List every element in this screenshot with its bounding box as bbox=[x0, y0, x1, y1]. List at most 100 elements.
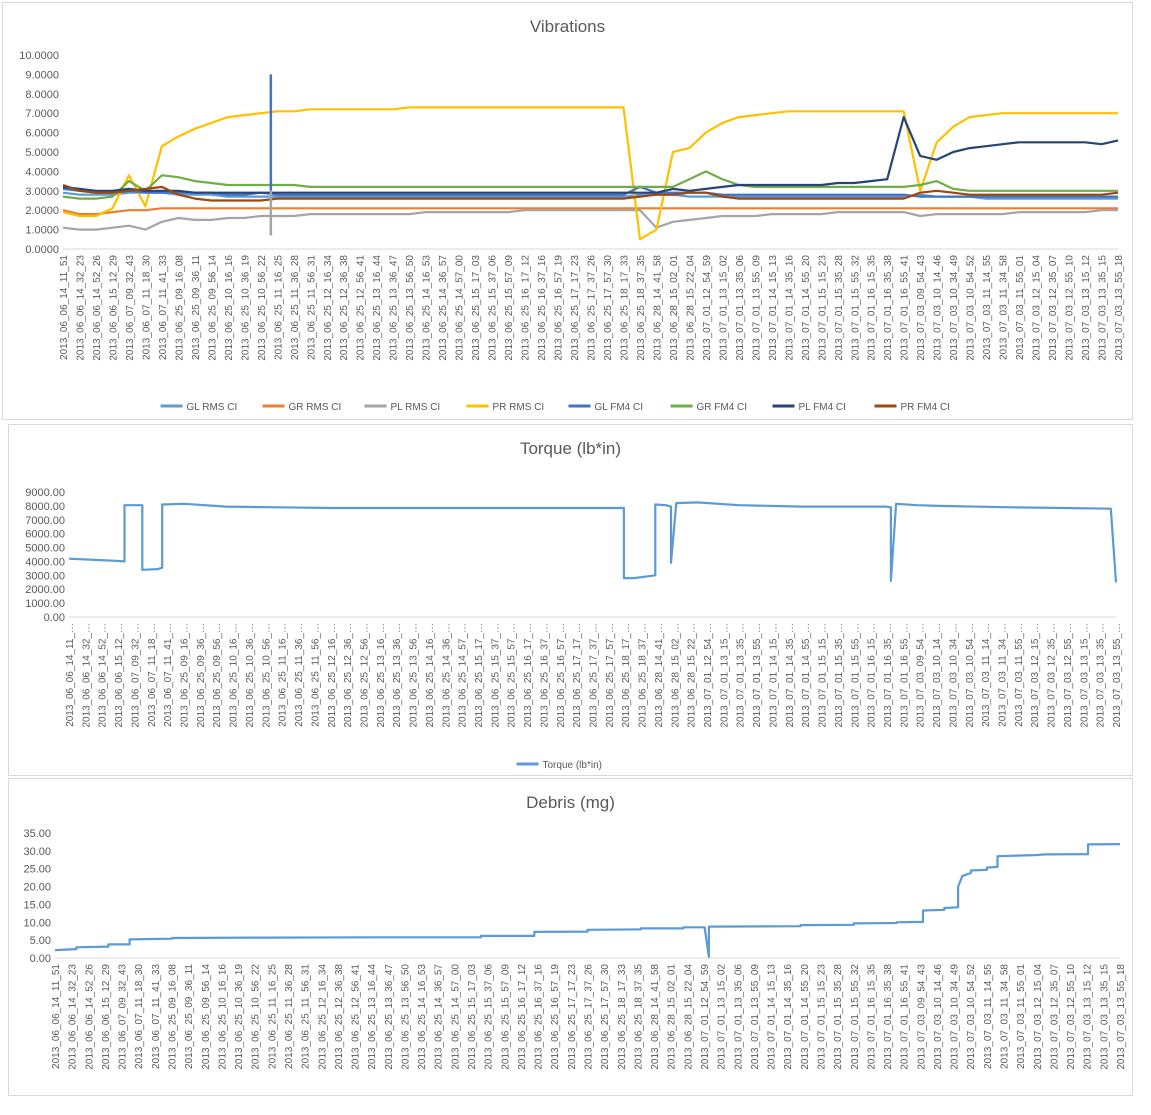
debris-y-tick-label: 0.00 bbox=[30, 953, 51, 965]
vibrations-x-tick-label: 2013_06_25_09_56_14 bbox=[207, 255, 218, 361]
torque-y-tick-label: 2000.00 bbox=[25, 584, 65, 596]
vibrations-x-tick-label: 2013_06_25_10_56_22 bbox=[257, 255, 268, 361]
vibrations-x-tick-label: 2013_07_01_14_55_20 bbox=[801, 255, 812, 361]
vibrations-x-tick-label: 2013_06_25_15_17_03 bbox=[471, 255, 482, 361]
vibrations-x-tick-label: 2013_07_03_12_35_07 bbox=[1048, 255, 1059, 361]
vibrations-legend-label-pr-fm4-ci: PR FM4 CI bbox=[901, 402, 950, 413]
vibrations-legend-label-gr-fm4-ci: GR FM4 CI bbox=[697, 402, 748, 413]
debris-x-tick-label: 2013_07_01_15_55_32 bbox=[850, 964, 861, 1070]
debris-x-tick-label: 2013_07_01_13_15_02 bbox=[717, 964, 728, 1070]
torque-x-tick-label: 2013_06_25_09_36_… bbox=[196, 623, 207, 728]
torque-x-tick-label: 2013_07_03_12_15_… bbox=[1030, 623, 1041, 728]
vibrations-x-tick-label: 2013_06_25_11_16_25 bbox=[273, 255, 284, 360]
vibrations-legend-label-gl-rms-ci: GL RMS CI bbox=[187, 402, 238, 413]
debris-x-tick-label: 2013_06_25_16_57_19 bbox=[550, 964, 561, 1070]
torque-y-tick-label: 1000.00 bbox=[25, 598, 65, 610]
torque-x-tick-label: 2013_06_25_17_57_… bbox=[605, 623, 616, 728]
debris-x-tick-label: 2013_06_25_17_17_23 bbox=[567, 964, 578, 1070]
vibrations-x-tick-label: 2013_06_25_12_36_38 bbox=[339, 255, 350, 361]
vibrations-x-tick-label: 2013_06_25_11_56_31 bbox=[306, 255, 317, 360]
vibrations-x-tick-label: 2013_07_03_13_15_12 bbox=[1081, 255, 1092, 361]
debris-x-tick-label: 2013_07_01_16_15_35 bbox=[866, 964, 877, 1070]
torque-x-tick-label: 2013_06_25_17_37_… bbox=[589, 623, 600, 728]
vibrations-x-tick-label: 2013_07_01_15_15_23 bbox=[817, 255, 828, 361]
torque-series-line-torque-lb-in bbox=[68, 501, 1118, 583]
vibrations-series-line-pr-fm4-ci bbox=[62, 183, 1119, 202]
vibrations-x-tick-label: 2013_06_25_09_36_11 bbox=[191, 255, 202, 360]
vibrations-x-tick-label: 2013_06_25_13_16_44 bbox=[372, 255, 383, 361]
vibrations-x-tick-label: 2013_06_25_17_57_30 bbox=[603, 255, 614, 361]
debris-x-tick-label: 2013_06_25_18_17_33 bbox=[617, 964, 628, 1070]
debris-x-tick-label: 2013_07_03_12_55_10 bbox=[1066, 964, 1077, 1070]
vibrations-series-line-pr-rms-ci bbox=[62, 106, 1118, 241]
debris-x-tick-label: 2013_07_03_13_15_12 bbox=[1083, 964, 1094, 1070]
torque-x-tick-label: 2013_06_06_15_12_… bbox=[114, 623, 125, 728]
torque-x-tick-label: 2013_07_01_14_55_… bbox=[801, 623, 812, 728]
vibrations-y-tick-label: 9.0000 bbox=[25, 69, 59, 81]
vibrations-legend-label-pr-rms-ci: PR RMS CI bbox=[493, 402, 545, 413]
torque-x-tick-label: 2013_06_25_09_16_… bbox=[180, 623, 191, 728]
debris-x-tick-label: 2013_06_25_18_37_35 bbox=[633, 964, 644, 1070]
vibrations-x-tick-label: 2013_06_06_14_11_51 bbox=[59, 255, 70, 360]
debris-series-line-debris-mg bbox=[54, 843, 1121, 958]
debris-x-tick-label: 2013_06_25_12_36_38 bbox=[334, 964, 345, 1070]
vibrations-x-tick-label: 2013_07_01_16_35_38 bbox=[883, 255, 894, 361]
torque-x-tick-label: 2013_07_01_13_15_… bbox=[719, 623, 730, 728]
torque-x-tick-label: 2013_06_25_16_17_… bbox=[523, 623, 534, 728]
torque-x-tick-label: 2013_06_25_14_36_… bbox=[441, 623, 452, 728]
debris-x-tick-label: 2013_07_01_15_35_28 bbox=[833, 964, 844, 1070]
vibrations-x-tick-label: 2013_06_25_14_36_57 bbox=[438, 255, 449, 361]
torque-x-tick-label: 2013_06_25_10_56_… bbox=[261, 623, 272, 728]
torque-x-tick-label: 2013_06_25_16_57_… bbox=[556, 623, 567, 728]
debris-x-tick-label: 2013_06_25_09_36_11 bbox=[184, 964, 195, 1069]
debris-x-tick-label: 2013_07_03_10_14_46 bbox=[933, 964, 944, 1070]
vibrations-x-tick-label: 2013_06_25_12_56_41 bbox=[356, 255, 367, 361]
debris-y-tick-label: 25.00 bbox=[23, 864, 51, 876]
vibrations-x-tick-label: 2013_06_28_14_41_58 bbox=[652, 255, 663, 361]
debris-x-tick-label: 2013_06_25_13_16_44 bbox=[367, 964, 378, 1070]
debris-x-tick-label: 2013_07_03_11_14_55 bbox=[983, 964, 994, 1069]
torque-chart-title: Torque (lb*in) bbox=[519, 439, 622, 458]
torque-x-tick-label: 2013_06_25_10_36_… bbox=[245, 623, 256, 728]
torque-x-tick-label: 2013_06_07_09_32_… bbox=[130, 623, 141, 728]
vibrations-x-tick-label: 2013_06_07_09_32_43 bbox=[125, 255, 136, 361]
debris-x-tick-label: 2013_06_25_10_56_22 bbox=[251, 964, 262, 1070]
torque-legend-label-torque-lb-in: Torque (lb*in) bbox=[543, 760, 602, 771]
vibrations-y-tick-label: 7.0000 bbox=[25, 108, 59, 120]
torque-y-tick-label: 0.00 bbox=[44, 612, 65, 624]
torque-x-tick-label: 2013_06_25_13_36_… bbox=[392, 623, 403, 728]
debris-y-tick-label: 35.00 bbox=[23, 828, 51, 840]
debris-x-tick-label: 2013_07_03_12_15_04 bbox=[1033, 964, 1044, 1070]
torque-x-tick-label: 2013_06_28_15_02_… bbox=[670, 623, 681, 728]
torque-x-tick-label: 2013_06_25_18_37_… bbox=[638, 623, 649, 728]
vibrations-x-tick-label: 2013_06_06_14_52_26 bbox=[92, 255, 103, 361]
torque-x-tick-label: 2013_07_03_10_34_… bbox=[948, 623, 959, 728]
torque-x-tick-label: 2013_06_25_15_17_… bbox=[474, 623, 485, 728]
torque-x-tick-label: 2013_06_07_11_41_… bbox=[163, 623, 174, 727]
vibrations-series-line-gr-rms-ci bbox=[62, 207, 1118, 216]
torque-x-tick-label: 2013_07_03_11_55_… bbox=[1014, 623, 1025, 727]
debris-x-tick-label: 2013_07_01_16_35_38 bbox=[883, 964, 894, 1070]
torque-x-tick-label: 2013_06_25_15_57_… bbox=[507, 623, 518, 728]
debris-x-tick-label: 2013_07_03_09_54_43 bbox=[916, 964, 927, 1070]
debris-x-tick-label: 2013_06_25_10_36_19 bbox=[234, 964, 245, 1070]
vibrations-x-tick-label: 2013_06_25_18_37_35 bbox=[636, 255, 647, 361]
vibrations-x-tick-label: 2013_07_03_11_14_55 bbox=[982, 255, 993, 360]
vibrations-y-tick-label: 3.0000 bbox=[25, 186, 59, 198]
torque-x-tick-label: 2013_06_06_14_52_… bbox=[98, 623, 109, 728]
torque-x-tick-label: 2013_06_25_11_56_… bbox=[310, 623, 321, 727]
vibrations-x-tick-label: 2013_06_25_17_17_23 bbox=[570, 255, 581, 361]
vibrations-x-tick-label: 2013_06_25_13_56_50 bbox=[405, 255, 416, 361]
vibrations-y-tick-label: 2.0000 bbox=[25, 205, 59, 217]
debris-x-tick-label: 2013_07_01_12_54_59 bbox=[700, 964, 711, 1070]
debris-x-tick-label: 2013_07_01_15_15_23 bbox=[816, 964, 827, 1070]
vibrations-x-tick-label: 2013_06_06_14_32_23 bbox=[75, 255, 86, 361]
torque-x-tick-label: 2013_06_25_14_57_… bbox=[458, 623, 469, 728]
torque-y-tick-label: 6000.00 bbox=[25, 529, 65, 541]
vibrations-x-tick-label: 2013_06_06_15_12_29 bbox=[108, 255, 119, 361]
vibrations-x-tick-label: 2013_07_01_13_55_09 bbox=[751, 255, 762, 361]
vibrations-x-tick-label: 2013_06_25_15_37_06 bbox=[488, 255, 499, 361]
vibrations-x-tick-label: 2013_06_25_17_37_26 bbox=[587, 255, 598, 361]
torque-x-tick-label: 2013_07_01_16_35_… bbox=[883, 623, 894, 728]
